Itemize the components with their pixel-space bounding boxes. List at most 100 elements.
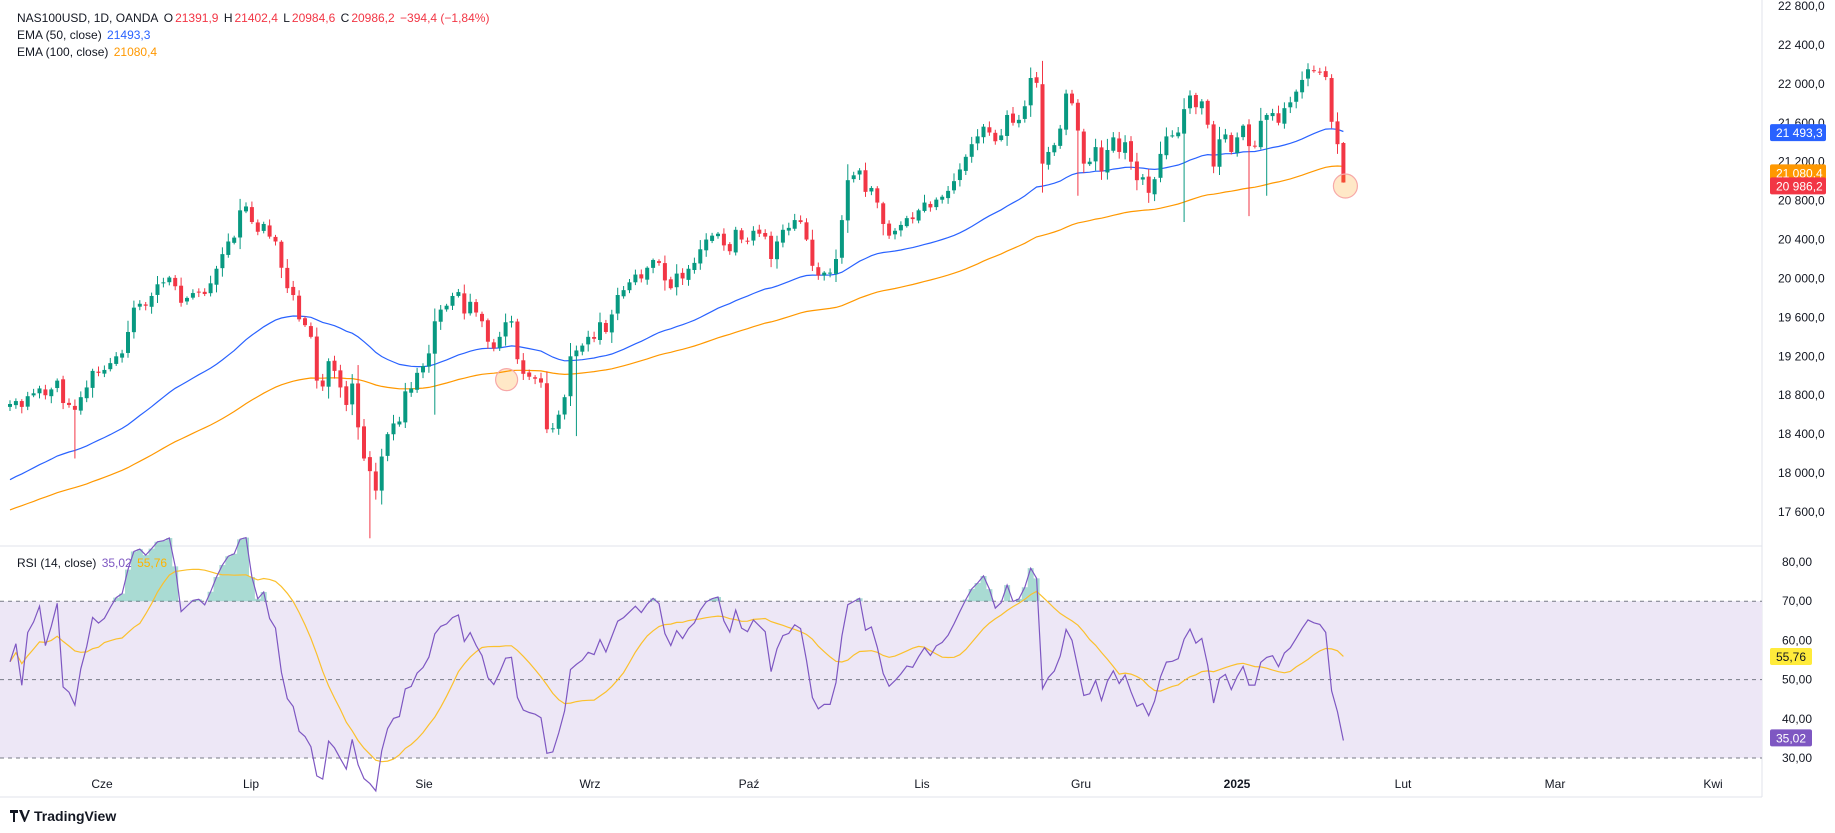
- candle-down: [515, 321, 520, 360]
- ema100-price-label: 21 080,4: [1776, 166, 1823, 180]
- candle-up: [409, 388, 414, 393]
- candle-up: [450, 295, 455, 306]
- candle-down: [1034, 77, 1039, 83]
- last-price-label-bg: [1770, 177, 1826, 195]
- candle-down: [757, 229, 762, 234]
- candle-up: [226, 241, 231, 255]
- high-value: 21402,4: [234, 11, 278, 25]
- candle-down: [279, 241, 284, 268]
- tradingview-logo[interactable]: TradingView: [10, 808, 116, 824]
- rsi-axis-label: 35,02: [1776, 731, 1806, 745]
- candle-down: [1040, 84, 1045, 164]
- candle-up: [733, 229, 738, 253]
- ema100-legend[interactable]: EMA (100, close) 21080,4: [17, 44, 159, 60]
- candle-up: [1152, 179, 1157, 195]
- rsi-ma-line: [9, 568, 1344, 763]
- candle-up: [651, 259, 656, 268]
- price-tick-label: 17 600,0: [1778, 505, 1825, 519]
- candles-group: [8, 60, 1346, 539]
- candle-up: [1294, 91, 1299, 102]
- candle-up: [1140, 177, 1145, 180]
- candle-up: [90, 370, 95, 388]
- candle-up: [1282, 108, 1287, 124]
- candle-up: [8, 403, 12, 407]
- candle-down: [1193, 95, 1198, 108]
- rsi-legend[interactable]: RSI (14, close) 35,02 55,76: [17, 555, 169, 571]
- candle-up: [698, 249, 703, 264]
- candle-up: [456, 292, 461, 296]
- candle-up: [598, 322, 602, 341]
- ema100-price-label-bg: [1770, 164, 1826, 182]
- candle-down: [1211, 124, 1216, 167]
- candle-up: [415, 372, 420, 390]
- candle-up: [1022, 106, 1027, 119]
- candle-up: [155, 284, 160, 295]
- candle-up: [509, 321, 514, 323]
- candle-up: [716, 233, 720, 237]
- ema100-value: 21080,4: [113, 45, 158, 59]
- candle-down: [887, 223, 892, 236]
- candle-up: [1182, 109, 1187, 134]
- candle-up: [834, 259, 838, 274]
- candle-down: [1335, 121, 1340, 145]
- candle-down: [43, 389, 48, 396]
- candle-down: [798, 220, 803, 223]
- candle-up: [792, 220, 797, 229]
- candle-down: [910, 217, 915, 220]
- candle-down: [1311, 70, 1316, 72]
- candle-up: [108, 363, 113, 370]
- candle-up: [1164, 136, 1169, 156]
- candle-down: [362, 426, 366, 459]
- ema50-legend[interactable]: EMA (50, close) 21493,3: [17, 27, 152, 43]
- candle-down: [173, 277, 178, 287]
- candle-up: [161, 282, 166, 284]
- candle-up: [1158, 153, 1163, 178]
- rsi-tick-label: 70,00: [1782, 594, 1812, 608]
- candle-up: [1093, 147, 1098, 162]
- low-label: L: [283, 11, 290, 25]
- candle-down: [993, 132, 998, 142]
- candle-up: [851, 175, 856, 180]
- candle-down: [303, 318, 307, 326]
- candle-down: [314, 336, 319, 381]
- candle-down: [367, 457, 372, 472]
- candle-down: [285, 267, 290, 289]
- candle-up: [391, 423, 396, 435]
- candle-down: [863, 170, 868, 192]
- candle-up: [403, 391, 408, 423]
- candle-up: [975, 136, 980, 144]
- candle-down: [680, 272, 685, 279]
- time-tick-label: Wrz: [579, 777, 600, 791]
- candle-up: [869, 187, 874, 192]
- candle-up: [580, 345, 585, 352]
- rsi-tick-label: 50,00: [1782, 673, 1812, 687]
- brand-name: TradingView: [34, 808, 117, 824]
- candle-down: [373, 471, 378, 491]
- candle-down: [539, 378, 543, 383]
- close-label: C: [340, 11, 350, 25]
- candle-up: [208, 283, 213, 294]
- candle-down: [662, 263, 667, 281]
- candle-down: [485, 320, 490, 342]
- candle-down: [249, 207, 254, 223]
- candle-up: [1223, 134, 1228, 140]
- rsi-overbought-fill: [113, 537, 1040, 602]
- candle-up: [244, 206, 248, 212]
- candle-up: [1199, 101, 1204, 109]
- candle-down: [338, 370, 343, 388]
- candle-up: [1058, 128, 1063, 146]
- candle-down: [639, 274, 644, 279]
- tradingview-logo-icon: [10, 810, 30, 822]
- candle-up: [1005, 114, 1010, 136]
- candle-down: [332, 360, 337, 371]
- candle-up: [898, 224, 903, 231]
- candle-down: [657, 261, 661, 263]
- candle-down: [291, 286, 296, 296]
- candle-up: [102, 369, 107, 374]
- time-tick-label: Cze: [91, 777, 113, 791]
- candle-down: [727, 244, 732, 252]
- candle-up: [550, 428, 555, 430]
- price-tick-label: 22 400,0: [1778, 38, 1825, 52]
- candle-down: [143, 304, 148, 306]
